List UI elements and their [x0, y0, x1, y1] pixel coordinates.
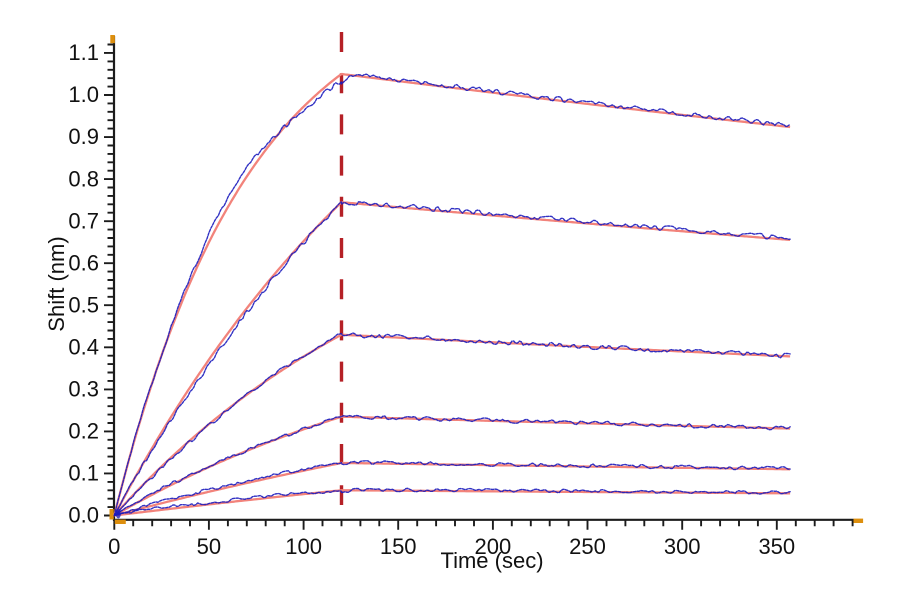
svg-text:0.1: 0.1 [68, 461, 99, 486]
svg-text:100: 100 [285, 534, 322, 559]
svg-text:0.6: 0.6 [68, 250, 99, 275]
svg-text:150: 150 [380, 534, 417, 559]
svg-text:300: 300 [664, 534, 701, 559]
svg-text:350: 350 [758, 534, 795, 559]
svg-text:0: 0 [108, 534, 120, 559]
svg-text:Shift (nm): Shift (nm) [44, 236, 69, 331]
svg-text:0.2: 0.2 [68, 419, 99, 444]
svg-text:250: 250 [569, 534, 606, 559]
svg-text:0.8: 0.8 [68, 166, 99, 191]
svg-text:0.0: 0.0 [68, 503, 99, 528]
svg-text:1.1: 1.1 [68, 40, 99, 65]
svg-text:0.7: 0.7 [68, 208, 99, 233]
svg-text:1.0: 1.0 [68, 82, 99, 107]
svg-text:0.5: 0.5 [68, 292, 99, 317]
svg-text:0.4: 0.4 [68, 335, 99, 360]
svg-text:Time (sec): Time (sec) [440, 548, 543, 573]
svg-text:0.9: 0.9 [68, 124, 99, 149]
svg-text:50: 50 [197, 534, 221, 559]
svg-text:200: 200 [475, 534, 512, 559]
svg-text:0.3: 0.3 [68, 377, 99, 402]
